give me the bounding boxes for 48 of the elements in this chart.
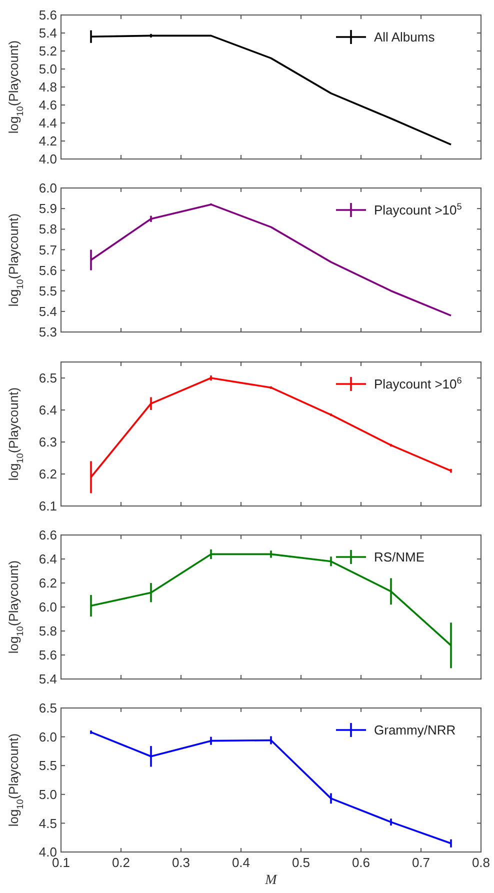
y-tick-label: 4.6 <box>38 98 57 113</box>
legend-label: All Albums <box>374 30 436 45</box>
y-tick-label: 5.0 <box>38 62 57 77</box>
y-tick-label: 6.1 <box>38 498 57 514</box>
y-tick-label: 5.2 <box>38 44 57 59</box>
y-tick-label: 6.0 <box>38 600 57 615</box>
y-tick-label: 6.5 <box>38 370 57 386</box>
legend-label: RS/NME <box>374 550 425 565</box>
y-tick-label: 5.3 <box>38 324 57 340</box>
y-tick-label: 5.0 <box>38 786 57 802</box>
y-tick-label: 6.3 <box>38 434 57 450</box>
y-tick-label: 5.4 <box>38 672 57 687</box>
y-tick-label: 5.8 <box>38 222 57 237</box>
x-axis-title: M <box>264 873 278 888</box>
y-tick-label: 5.6 <box>38 262 57 278</box>
y-tick-label: 4.0 <box>38 152 57 167</box>
y-tick-label: 5.6 <box>38 648 57 663</box>
x-tick-label: 0.8 <box>472 855 490 870</box>
y-tick-label: 6.0 <box>38 729 57 744</box>
y-tick-label: 6.5 <box>38 700 57 716</box>
x-tick-label: 0.5 <box>292 855 310 870</box>
y-tick-label: 6.4 <box>38 552 57 567</box>
y-tick-label: 4.2 <box>38 134 57 149</box>
y-tick-label: 6.0 <box>38 180 57 196</box>
x-tick-label: 0.4 <box>232 855 250 870</box>
y-tick-label: 5.5 <box>38 283 57 298</box>
y-tick-label: 6.6 <box>38 528 57 543</box>
legend-label: Playcount >10$^{6}$ <box>374 376 462 392</box>
x-tick-label: 0.1 <box>52 855 70 870</box>
y-tick-label: 5.8 <box>38 624 57 639</box>
y-tick-label: 6.4 <box>38 402 57 418</box>
x-tick-label: 0.2 <box>112 855 130 870</box>
y-tick-label: 5.4 <box>38 26 57 41</box>
y-tick-label: 4.4 <box>38 116 57 131</box>
y-tick-label: 4.8 <box>38 80 57 95</box>
y-tick-label: 5.4 <box>38 304 57 319</box>
x-tick-label: 0.3 <box>172 855 190 870</box>
y-tick-label: 4.5 <box>38 816 57 831</box>
y-tick-label: 5.9 <box>38 201 57 216</box>
y-tick-label: 5.7 <box>38 242 57 258</box>
y-tick-label: 6.2 <box>38 466 57 482</box>
x-tick-label: 0.7 <box>412 855 430 870</box>
y-tick-label: 6.2 <box>38 576 57 591</box>
y-tick-label: 5.6 <box>38 8 57 23</box>
x-tick-label: 0.6 <box>352 855 370 870</box>
y-tick-label: 5.5 <box>38 758 57 774</box>
legend-label: Playcount >10$^{5}$ <box>374 202 462 218</box>
legend-label: Grammy/NRR <box>374 722 456 738</box>
